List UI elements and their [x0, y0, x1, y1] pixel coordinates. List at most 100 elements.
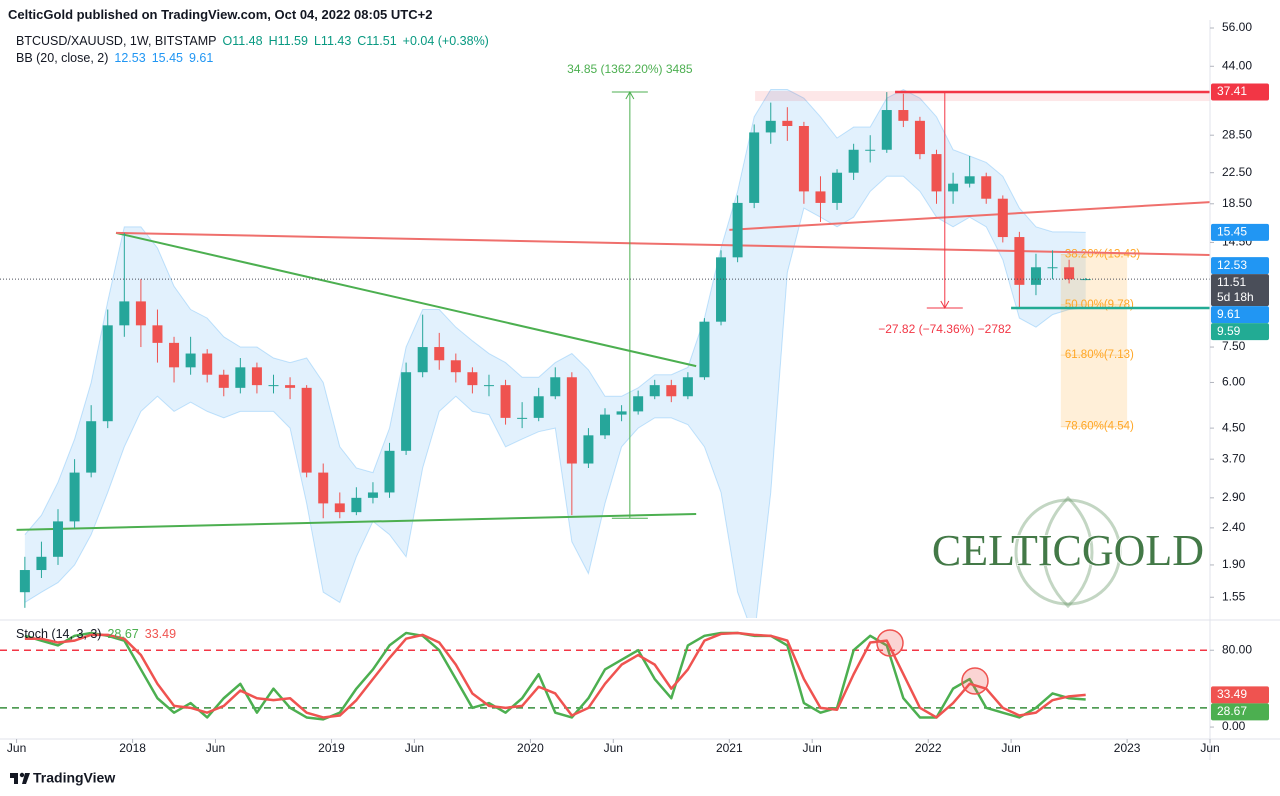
- stoch-line: [24, 631, 1086, 721]
- candle-body: [202, 353, 213, 375]
- fib-label: 38.20%(13.43): [1065, 249, 1141, 261]
- candle-body: [417, 347, 428, 373]
- highlight-circle: [961, 667, 989, 695]
- trend-line: [116, 231, 1210, 256]
- candle-body: [218, 374, 229, 388]
- band-fill: [24, 89, 1086, 618]
- fib-label: 61.80%(7.13): [1065, 349, 1134, 361]
- tv-logo: [10, 772, 30, 784]
- measure-label: −27.82 (−74.36%) −2782: [878, 322, 1011, 336]
- candle-body: [948, 183, 959, 192]
- candle-body: [832, 172, 843, 203]
- y-tick-label: 44.00: [1222, 58, 1252, 72]
- indicator-value: 12.53: [114, 51, 146, 65]
- candle-body: [500, 385, 511, 418]
- candle-body: [699, 321, 710, 378]
- price-tag-label: 15.45: [1217, 225, 1247, 239]
- indicator-name: BB (20, close, 2): [16, 51, 109, 65]
- y-tick-label: 22.50: [1222, 165, 1252, 179]
- highlight-circle: [876, 629, 904, 657]
- candle-body: [914, 120, 925, 155]
- candle-body: [765, 120, 776, 133]
- candle-body: [649, 385, 660, 397]
- ohlc: O11.48: [222, 34, 263, 48]
- y-tick-label: 56.00: [1222, 20, 1252, 34]
- x-tick-label: 2022: [915, 741, 942, 755]
- candle-body: [119, 301, 130, 326]
- candle-body: [865, 149, 876, 151]
- price-tag: [1211, 686, 1269, 704]
- candle-body: [1064, 267, 1075, 280]
- x-tick-label: 2023: [1114, 741, 1141, 755]
- candle-body: [716, 257, 727, 322]
- band-line: [24, 175, 1086, 618]
- x-tick-label: 2020: [517, 741, 544, 755]
- candle-body: [616, 411, 627, 415]
- candle-body: [550, 377, 561, 397]
- ohlc: L11.43: [313, 34, 352, 48]
- x-tick-label: 2018: [119, 741, 146, 755]
- indicator-value: 15.45: [151, 51, 183, 65]
- candle-body: [931, 154, 942, 192]
- y-tick-label: 1.55: [1222, 589, 1246, 603]
- x-tick-label: 2019: [318, 741, 345, 755]
- candle-body: [633, 396, 644, 412]
- candle-body: [467, 372, 478, 386]
- candle-body: [1080, 279, 1091, 281]
- price-tag: [1211, 274, 1269, 307]
- candle-body: [235, 367, 246, 388]
- legend-bb: BB (20, close, 2) 12.53 15.45 9.61: [16, 51, 213, 65]
- measure-arrow: [625, 91, 635, 100]
- x-tick-label: Jun: [1200, 741, 1219, 755]
- candle-body: [185, 353, 196, 368]
- candle-body: [981, 176, 992, 199]
- price-tag-label: 37.41: [1217, 84, 1247, 98]
- ohlc: C11.51: [357, 34, 397, 48]
- candle-body: [583, 435, 594, 464]
- x-tick-label: Jun: [604, 741, 623, 755]
- level-zone: [755, 91, 1210, 102]
- candle-body: [351, 497, 362, 513]
- candle-body: [566, 377, 577, 464]
- price-tag-label: 9.61: [1217, 307, 1241, 321]
- trend-line: [16, 512, 697, 531]
- y-tick-label: 6.00: [1222, 375, 1246, 389]
- legend-stoch: Stoch (14, 3, 3) 28.67 33.49: [16, 627, 176, 641]
- watermark: CELTICGOLD: [931, 495, 1205, 609]
- candle-body: [517, 417, 528, 419]
- candle-body: [285, 385, 296, 388]
- price-tag: [1211, 83, 1269, 101]
- candle-body: [600, 414, 610, 436]
- countdown: 5d 18h: [1217, 290, 1254, 304]
- candle-body: [434, 347, 445, 361]
- candle-body: [169, 342, 180, 368]
- candle-body: [483, 385, 494, 387]
- price-tag: [1211, 223, 1269, 241]
- candle-body: [334, 503, 345, 513]
- indicator-value: 28.67: [107, 627, 139, 641]
- price-tag: [1211, 306, 1269, 324]
- price-tag-label: 9.59: [1217, 324, 1241, 338]
- fib-label: 78.60%(4.54): [1065, 421, 1134, 433]
- trend-line: [729, 201, 1210, 231]
- y-tick-label: 80.00: [1222, 642, 1252, 656]
- candle-body: [69, 472, 80, 522]
- legend-main: BTCUSD/XAUUSD, 1W, BITSTAMP O11.48 H11.5…: [16, 34, 489, 48]
- candle-body: [898, 110, 909, 121]
- y-tick-label: 18.50: [1222, 196, 1252, 210]
- indicator-value: 9.61: [188, 51, 214, 65]
- y-tick-label: 1.90: [1222, 557, 1246, 571]
- candle-body: [997, 198, 1008, 238]
- change: +0.04 (+0.38%): [402, 34, 489, 48]
- trend-line: [115, 231, 697, 368]
- x-tick-label: Jun: [803, 741, 822, 755]
- x-tick-label: Jun: [7, 741, 26, 755]
- measure-arrow: [940, 300, 950, 310]
- measure-label: 34.85 (1362.20%) 3485: [567, 62, 693, 76]
- candle-body: [318, 472, 329, 504]
- fib-box: [1060, 254, 1128, 427]
- candle-body: [881, 110, 892, 150]
- symbol: BTCUSD/XAUUSD, 1W, BITSTAMP: [16, 34, 217, 48]
